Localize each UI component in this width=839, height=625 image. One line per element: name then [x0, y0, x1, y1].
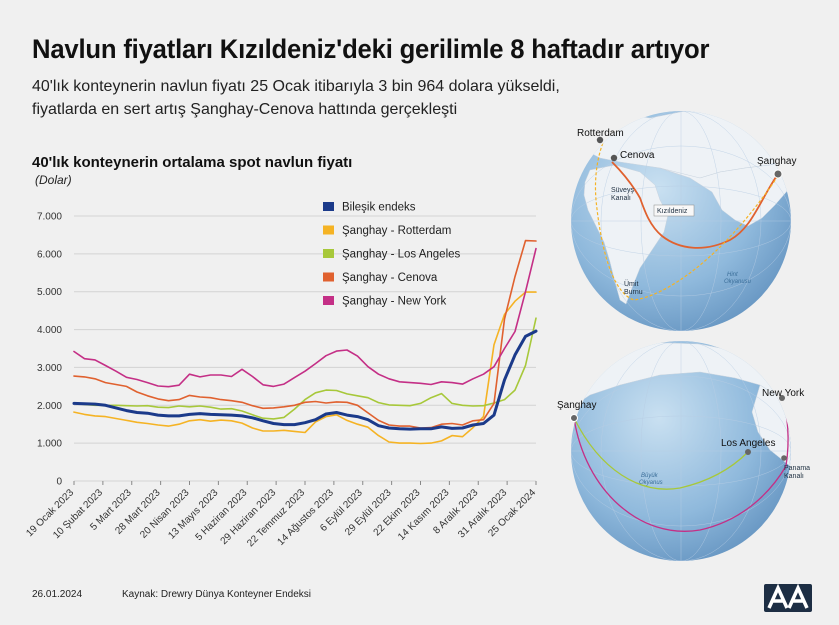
label-sanghay-top: Şanghay	[757, 156, 796, 167]
y-tick-label: 0	[56, 477, 62, 488]
marker-cenova	[610, 154, 618, 162]
footer-date: 26.01.2024	[32, 589, 83, 600]
globe-asia-europe: Rotterdam Cenova Şanghay Süveyş Kanalı K…	[571, 111, 796, 331]
label-okyanus: Okyanus	[639, 480, 663, 486]
chart-series	[72, 239, 538, 445]
globe-bottom-graticule	[571, 341, 791, 561]
marker-los-angeles	[745, 449, 751, 455]
route-shanghai-rotterdam	[594, 139, 779, 301]
y-tick-label: 5.000	[37, 287, 62, 298]
chart-unit: (Dolar)	[35, 173, 72, 187]
label-panama-kanali: Kanalı	[784, 473, 804, 480]
globe-top-land	[571, 111, 791, 331]
label-los-angeles: Los Angeles	[721, 438, 776, 449]
x-tick-label: 14 Kasım 2023	[396, 487, 452, 543]
label-sanghay-bottom: Şanghay	[557, 400, 596, 411]
legend-swatch	[323, 272, 334, 282]
legend-swatch	[323, 249, 334, 258]
y-tick-label: 2.000	[37, 401, 62, 412]
legend-label: Şanghay - New York	[342, 296, 446, 308]
marker-panama	[781, 455, 787, 461]
aa-logo	[764, 584, 812, 612]
label-cenova: Cenova	[620, 150, 655, 161]
label-umit: Ümit	[624, 280, 638, 288]
subtitle-line-2: fiyatlarda en sert artış Şanghay-Cenova …	[32, 101, 458, 118]
series-line-3	[73, 317, 537, 420]
legend-label: Şanghay - Los Angeles	[342, 249, 461, 261]
chart-grid	[74, 215, 536, 482]
marker-sanghay-bottom	[570, 414, 578, 422]
y-tick-label: 3.000	[37, 363, 62, 374]
y-tick-label: 6.000	[37, 249, 62, 260]
series-line-2	[73, 291, 537, 445]
page-subtitle: 40'lık konteynerin navlun fiyatı 25 Ocak…	[32, 75, 592, 121]
kizildeniz-box	[653, 204, 695, 217]
label-rotterdam: Rotterdam	[577, 128, 624, 139]
globe-top-graticule	[571, 111, 791, 331]
globe-pacific: Şanghay New York Los Angeles Panama Kana…	[557, 341, 810, 561]
label-suveys: Süveyş	[611, 187, 634, 194]
marker-sanghay-top	[773, 169, 783, 179]
marker-rotterdam	[596, 136, 604, 144]
label-kizildeniz: Kızıldeniz	[657, 208, 688, 215]
y-axis-ticks: 0 1.000 2.000 3.000 4.000 5.000 6.000 7.000	[37, 212, 62, 488]
label-suveys-kanali: Kanalı	[611, 195, 631, 202]
series-line-1	[72, 329, 538, 431]
series-line-4	[73, 239, 537, 429]
land-asia	[659, 159, 791, 227]
series-line-5	[73, 247, 537, 388]
chart-legend: Bileşik endeks Şanghay - Rotterdam Şanghay…	[323, 202, 461, 308]
route-shanghai-new-york	[573, 417, 787, 532]
subtitle-line-1: 40'lık konteynerin navlun fiyatı 25 Ocak…	[32, 78, 560, 95]
marker-new-york	[779, 395, 785, 401]
legend-swatch	[323, 202, 334, 211]
label-panama: Panama	[784, 465, 810, 472]
x-tick-label: 5 Haziran 2023	[194, 487, 250, 543]
label-new-york: New York	[762, 388, 805, 399]
legend-swatch	[323, 296, 334, 305]
legend-label: Şanghay - Rotterdam	[342, 225, 451, 237]
label-buyuk: Büyük	[641, 473, 659, 479]
label-hint-okyanusu: Okyanusu	[724, 279, 752, 285]
land-africa	[583, 164, 669, 305]
page-title: Navlun fiyatları Kızıldeniz'deki gerilim…	[32, 34, 710, 64]
footer-source: Kaynak: Drewry Dünya Konteyner Endeksi	[122, 589, 311, 600]
label-hint: Hint	[727, 272, 738, 278]
y-tick-label: 4.000	[37, 325, 62, 336]
legend-label: Şanghay - Cenova	[342, 272, 438, 284]
chart-title: 40'lık konteynerin ortalama spot navlun …	[32, 154, 352, 171]
x-tick-label: 13 Mayıs 2023	[166, 487, 220, 541]
route-shanghai-genoa	[611, 161, 779, 249]
y-tick-label: 7.000	[37, 212, 62, 223]
y-tick-label: 1.000	[37, 439, 62, 450]
label-umit-burnu: Burnu	[624, 289, 643, 296]
route-shanghai-los-angeles	[573, 417, 749, 490]
legend-label: Bileşik endeks	[342, 202, 416, 214]
legend-swatch	[323, 225, 334, 235]
